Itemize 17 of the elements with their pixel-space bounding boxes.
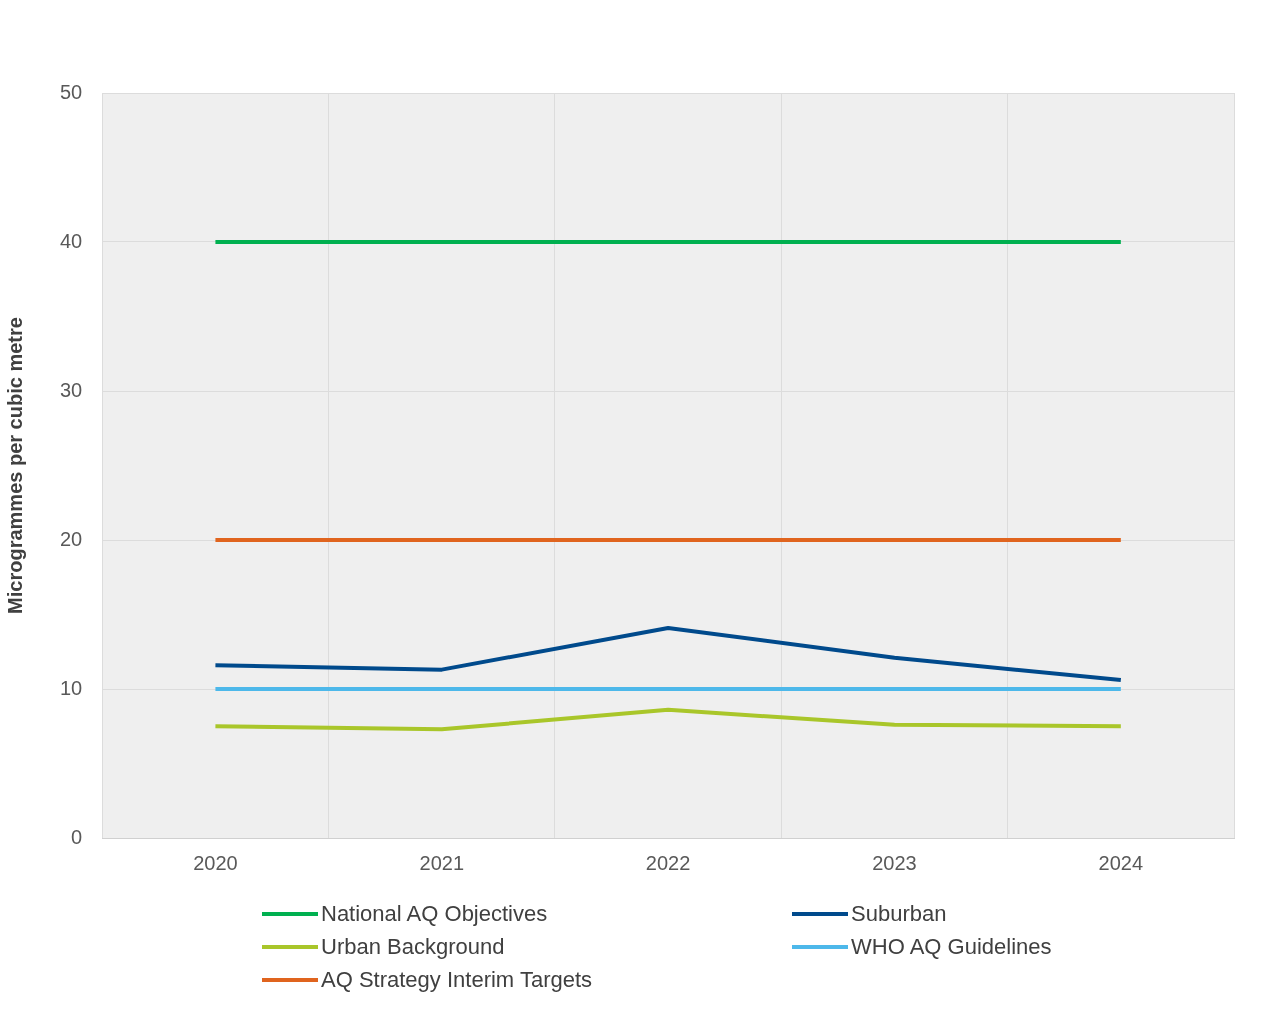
x-tick-label: 2023 [872, 851, 917, 874]
y-tick-label: 30 [60, 378, 83, 401]
y-tick-label: 0 [71, 825, 83, 848]
legend-label: AQ Strategy Interim Targets [321, 966, 593, 993]
y-axis-title: Microgrammes per cubic metre [3, 317, 26, 614]
x-tick-label: 2024 [1098, 851, 1144, 874]
legend-label: WHO AQ Guidelines [851, 933, 1052, 960]
legend-label: Suburban [851, 900, 947, 927]
x-tick-label: 2022 [645, 851, 691, 874]
legend-label: National AQ Objectives [321, 900, 548, 927]
x-tick-label: 2020 [193, 851, 238, 874]
x-tick-label: 2021 [419, 851, 465, 874]
y-tick-label: 20 [60, 527, 83, 550]
y-tick-label: 50 [60, 80, 83, 103]
y-tick-label: 40 [60, 229, 83, 252]
legend-label: Urban Background [321, 933, 505, 960]
y-tick-label: 10 [60, 676, 83, 699]
